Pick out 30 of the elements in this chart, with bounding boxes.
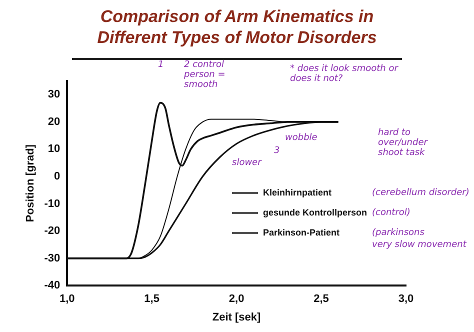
annotation: (parkinsons [372,228,424,238]
annotation: 3 [274,146,280,156]
annotation: 2 control person = smooth [184,60,226,90]
text: 1 [158,60,164,70]
annotation: hard to over/under shoot task [378,128,429,158]
annotation: slower [232,158,262,168]
x-tick-label: 2,0 [228,293,244,306]
x-tick-label: 2,5 [314,293,329,306]
legend-label: Kleinhirnpatient [263,187,332,198]
x-tick-label: 1,5 [144,293,160,306]
chart-title: Comparison of Arm Kinematics in Different Types of Motor Disorders [96,6,378,48]
annotation: very slow movement [372,240,466,250]
x-axis-title: Zeit [sek] [212,311,262,324]
annotation: * does it look smooth or does it not? [290,64,400,84]
y-tick-label: -20 [44,225,60,238]
y-tick-label: -30 [44,252,60,264]
y-axis-title: Position [grad] [24,144,37,222]
y-tick-label: -10 [44,198,60,210]
y-tick-label: 30 [48,88,60,101]
x-tick-label: 1,0 [59,293,75,306]
annotation: (cerebellum disorder) [372,188,470,198]
y-tick-label: -40 [44,280,60,292]
y-tick-label: 0 [54,170,60,183]
y-tick-label: 20 [48,116,60,128]
legend-label: gesunde Kontrollperson [263,207,368,218]
y-tick-label: 10 [48,143,60,156]
annotation: (control) [372,208,410,218]
x-tick-label: 3,0 [398,293,414,306]
legend-label: Parkinson-Patient [263,227,340,238]
annotation: wobble [285,133,318,143]
